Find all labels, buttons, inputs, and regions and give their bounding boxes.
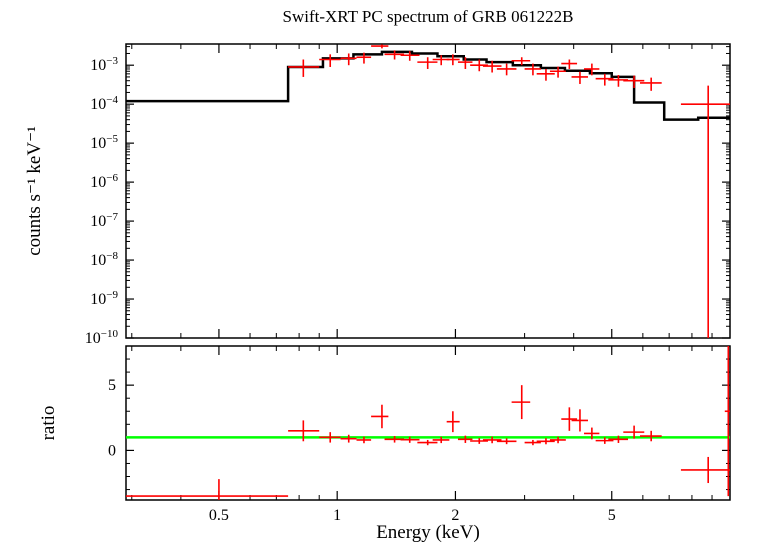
y-tick-label: 0 — [108, 442, 116, 459]
spectrum-chart: Swift-XRT PC spectrum of GRB 061222B10−1… — [0, 0, 758, 556]
x-tick-label: 5 — [608, 507, 616, 524]
x-axis-label: Energy (keV) — [376, 522, 480, 543]
y-axis-label-top: counts s⁻¹ keV⁻¹ — [24, 126, 45, 256]
chart-container: Swift-XRT PC spectrum of GRB 061222B10−1… — [0, 0, 758, 556]
x-tick-label: 1 — [333, 507, 341, 524]
chart-title: Swift-XRT PC spectrum of GRB 061222B — [283, 7, 574, 26]
y-axis-label-bottom: ratio — [38, 406, 59, 441]
x-tick-label: 0.5 — [209, 507, 229, 524]
y-tick-label: 5 — [108, 377, 116, 394]
